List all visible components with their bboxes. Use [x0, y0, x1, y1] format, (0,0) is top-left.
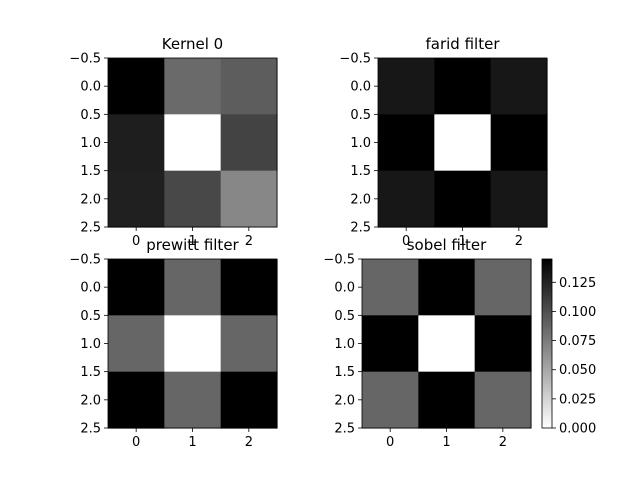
heatmap-cell-0-2 — [474, 259, 532, 316]
y-tick-label: −0.5 — [69, 253, 101, 268]
heatmap-cell-2-1 — [164, 371, 222, 429]
y-tick-label: 2.5 — [334, 422, 355, 437]
y-tick-label: 0.0 — [334, 281, 355, 296]
y-tick-label: 1.0 — [350, 136, 371, 151]
y-tick-label: 1.0 — [80, 337, 101, 352]
heatmap-cell-2-1 — [164, 170, 222, 228]
heatmap-cell-1-1 — [418, 315, 476, 373]
panel-title: Kernel 0 — [162, 35, 223, 53]
y-tick-label: 0.5 — [350, 108, 371, 123]
y-tick-label: 2.5 — [80, 422, 101, 437]
x-tick-label: 1 — [442, 435, 450, 450]
heatmap-cell-1-2 — [220, 315, 278, 373]
heatmap-cell-0-0 — [378, 58, 435, 115]
heatmap-cell-1-2 — [490, 114, 548, 172]
x-tick-label: 0 — [132, 435, 140, 450]
y-tick-label: 2.0 — [80, 192, 101, 207]
x-tick-label: 0 — [402, 234, 410, 249]
heatmap-cell-0-2 — [220, 259, 278, 316]
heatmap-cell-0-2 — [490, 58, 548, 115]
y-tick-label: 0.0 — [80, 80, 101, 95]
panel-title: prewitt filter — [146, 236, 239, 254]
heatmap-cell-0-1 — [164, 259, 222, 316]
panel-title: farid filter — [426, 35, 501, 53]
heatmap-panel-1: farid filter 0 1 2 −0.5 0.0 0.5 1.0 1.5 2.0 2.5 — [339, 35, 548, 249]
heatmap-cell-1-0 — [362, 315, 419, 373]
heatmap-cell-1-0 — [108, 114, 165, 172]
heatmap-cell-2-0 — [362, 371, 419, 429]
y-tick-label: 1.0 — [334, 337, 355, 352]
colorbar-gradient — [541, 258, 553, 429]
x-tick-label: 1 — [188, 435, 196, 450]
y-tick-label: 1.5 — [350, 164, 371, 179]
heatmap-cell-1-1 — [434, 114, 492, 172]
heatmap-cell-0-0 — [108, 58, 165, 115]
heatmap-cell-2-2 — [490, 170, 548, 228]
heatmap-cell-2-2 — [220, 371, 278, 429]
heatmap-cell-1-2 — [474, 315, 532, 373]
y-tick-label: 2.5 — [80, 221, 101, 236]
y-tick-label: 2.0 — [80, 393, 101, 408]
heatmap-cell-0-1 — [418, 259, 476, 316]
heatmap-cell-0-1 — [434, 58, 492, 115]
heatmap-cell-0-0 — [108, 259, 165, 316]
y-tick-label: 1.5 — [80, 365, 101, 380]
heatmap-cell-2-1 — [434, 170, 492, 228]
x-tick-label: 1 — [458, 234, 466, 249]
colorbar: 0.000 0.025 0.050 0.075 0.100 0.125 — [541, 258, 596, 437]
colorbar-tick-label: 0.050 — [559, 363, 596, 378]
heatmap-cell-0-2 — [220, 58, 278, 115]
heatmap-cell-0-1 — [164, 58, 222, 115]
y-tick-label: −0.5 — [339, 52, 371, 67]
x-tick-label: 1 — [188, 234, 196, 249]
x-tick-label: 0 — [132, 234, 140, 249]
colorbar-tick-label: 0.100 — [559, 305, 596, 320]
y-tick-label: −0.5 — [323, 253, 355, 268]
heatmap-cell-0-0 — [362, 259, 419, 316]
y-tick-label: 0.5 — [334, 309, 355, 324]
x-tick-label: 0 — [386, 435, 394, 450]
heatmap-cell-1-2 — [220, 114, 278, 172]
heatmap-panel-0: Kernel 0 0 1 2 −0.5 0.0 0.5 1.0 1.5 2.0 2.5 — [69, 35, 278, 249]
heatmap-cell-2-2 — [220, 170, 278, 228]
heatmap-cell-2-1 — [418, 371, 476, 429]
heatmap-cell-1-0 — [378, 114, 435, 172]
heatmap-cell-2-0 — [108, 371, 165, 429]
x-tick-label: 2 — [499, 435, 507, 450]
y-tick-label: 0.5 — [80, 309, 101, 324]
colorbar-tick-label: 0.025 — [559, 392, 596, 407]
y-tick-label: 0.5 — [80, 108, 101, 123]
heatmap-cell-1-0 — [108, 315, 165, 373]
y-tick-label: 2.0 — [334, 393, 355, 408]
y-tick-label: 0.0 — [80, 281, 101, 296]
y-tick-label: 2.5 — [350, 221, 371, 236]
colorbar-tick-label: 0.000 — [559, 422, 596, 437]
y-tick-label: 2.0 — [350, 192, 371, 207]
y-tick-label: 0.0 — [350, 80, 371, 95]
colorbar-tick-label: 0.125 — [559, 276, 596, 291]
y-tick-label: 1.0 — [80, 136, 101, 151]
x-tick-label: 2 — [245, 234, 253, 249]
x-tick-label: 2 — [515, 234, 523, 249]
y-tick-label: 1.5 — [334, 365, 355, 380]
heatmap-cell-2-0 — [378, 170, 435, 228]
y-tick-label: −0.5 — [69, 52, 101, 67]
heatmap-cell-2-2 — [474, 371, 532, 429]
heatmap-cell-1-1 — [164, 315, 222, 373]
x-tick-label: 2 — [245, 435, 253, 450]
heatmap-panel-2: prewitt filter 0 1 2 −0.5 0.0 0.5 1.0 1.5 2.0 2.5 — [69, 236, 278, 450]
colorbar-tick-label: 0.075 — [559, 334, 596, 349]
panel-title: sobel filter — [407, 236, 487, 254]
heatmap-cell-2-0 — [108, 170, 165, 228]
y-tick-label: 1.5 — [80, 164, 101, 179]
heatmap-cell-1-1 — [164, 114, 222, 172]
